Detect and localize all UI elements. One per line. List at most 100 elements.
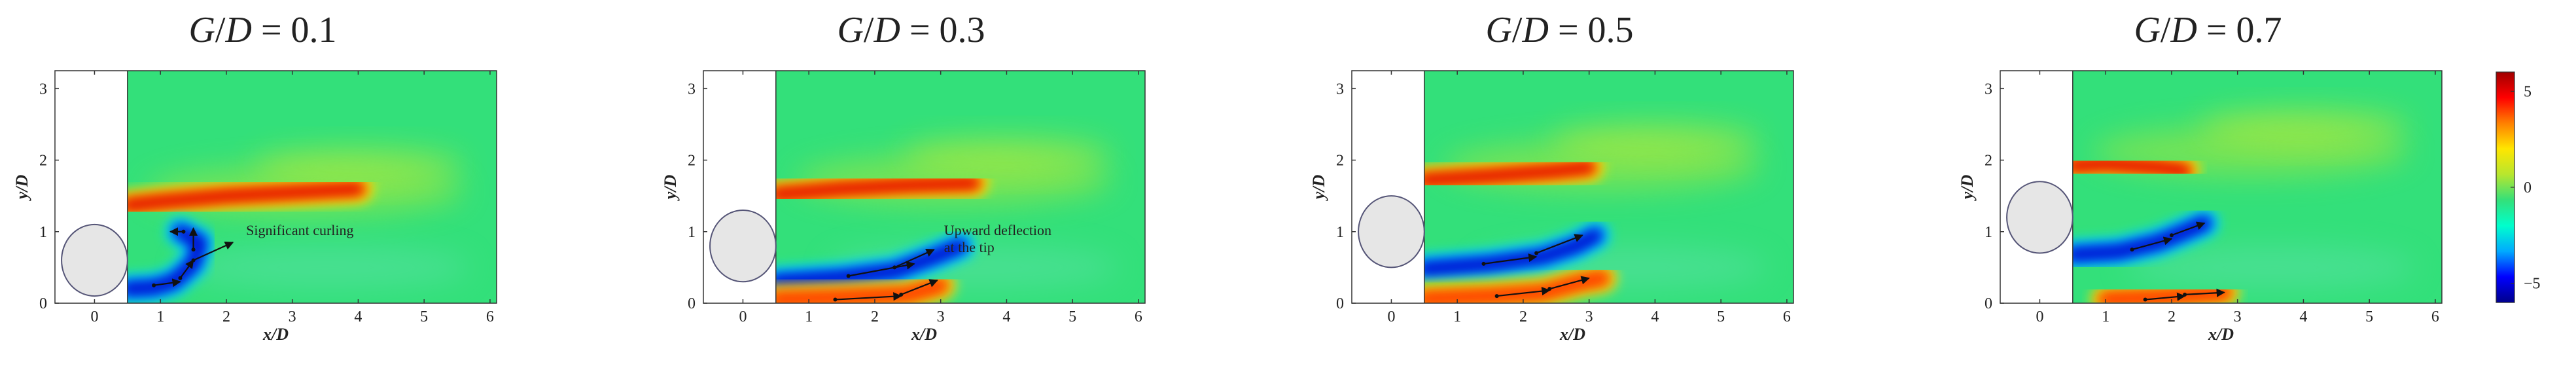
arrow-dot bbox=[2169, 233, 2174, 238]
x-tick-label: 5 bbox=[420, 308, 428, 325]
x-axis-label: x/D bbox=[1559, 325, 1585, 344]
y-tick-label: 0 bbox=[39, 295, 47, 312]
positive-vorticity-band bbox=[2057, 149, 2200, 186]
wake-patch bbox=[180, 246, 470, 289]
panel-title: G/D = 0.3 bbox=[837, 10, 985, 50]
y-axis-label: y/D bbox=[661, 175, 680, 202]
arrow bbox=[1483, 253, 1538, 265]
y-tick-label: 3 bbox=[688, 81, 696, 98]
y-tick-label: 1 bbox=[39, 224, 47, 241]
x-tick-label: 6 bbox=[1135, 308, 1142, 325]
annotation: Upward deflection at the tip bbox=[944, 222, 1051, 255]
colorbar-tick-label: 5 bbox=[2524, 83, 2532, 100]
colorbar: 5 0 −5 bbox=[2496, 71, 2541, 303]
x-tick-label: 0 bbox=[90, 308, 98, 325]
y-tick-label: 2 bbox=[1985, 153, 1992, 170]
y-tick-label: 2 bbox=[39, 153, 47, 170]
x-tick-label: 4 bbox=[2299, 308, 2307, 325]
wake-patch bbox=[901, 137, 1112, 174]
arrow-dot bbox=[2183, 292, 2187, 297]
positive-vorticity-band bbox=[760, 168, 989, 210]
x-tick-label: 3 bbox=[1585, 308, 1593, 325]
arrow-dot bbox=[1547, 287, 1552, 291]
cylinder bbox=[61, 223, 128, 297]
x-tick-label: 2 bbox=[1519, 308, 1527, 325]
cylinder bbox=[1358, 195, 1425, 268]
x-tick-label: 4 bbox=[1002, 308, 1010, 325]
vortex-arrows bbox=[1481, 234, 1590, 299]
arrow bbox=[1549, 276, 1590, 290]
cylinder bbox=[709, 210, 777, 283]
x-tick-label: 5 bbox=[1717, 308, 1725, 325]
y-tick-label: 0 bbox=[1985, 295, 1992, 312]
panel-title: G/D = 0.5 bbox=[1485, 10, 1633, 50]
axes-frame bbox=[1351, 70, 1794, 304]
arrow-dot bbox=[1494, 294, 1499, 299]
masked-region bbox=[1352, 71, 1424, 303]
y-tick-label: 2 bbox=[688, 153, 696, 170]
x-axis-label: x/D bbox=[262, 325, 289, 344]
wake-patch bbox=[1549, 122, 1761, 159]
arrow bbox=[848, 261, 915, 277]
negative-vorticity-band bbox=[1409, 220, 1611, 284]
arrow bbox=[193, 242, 234, 261]
x-tick-label: 2 bbox=[222, 308, 230, 325]
arrow-dot bbox=[2143, 297, 2147, 302]
y-tick-label: 3 bbox=[39, 81, 47, 98]
y-axis-label: y/D bbox=[12, 175, 31, 202]
x-tick-label: 1 bbox=[805, 308, 813, 325]
positive-vorticity-band bbox=[112, 174, 374, 221]
arrow bbox=[2171, 221, 2206, 236]
wake-patch bbox=[2198, 108, 2409, 145]
y-tick-label: 3 bbox=[1985, 81, 1992, 98]
x-tick-label: 5 bbox=[2365, 308, 2373, 325]
arrow bbox=[2132, 236, 2173, 251]
arrow-dot bbox=[181, 229, 186, 234]
x-tick-label: 5 bbox=[1068, 308, 1076, 325]
arrow-dot bbox=[892, 265, 897, 270]
panel-title: G/D = 0.1 bbox=[188, 10, 336, 50]
x-tick-label: 2 bbox=[871, 308, 879, 325]
arrow bbox=[894, 248, 935, 268]
arrow bbox=[2145, 292, 2186, 301]
vorticity-field bbox=[2000, 71, 2442, 303]
arrow bbox=[900, 279, 938, 295]
arrow bbox=[179, 259, 194, 279]
x-axis-label: x/D bbox=[2208, 325, 2234, 344]
x-tick-label: 4 bbox=[354, 308, 362, 325]
wake-patch bbox=[253, 147, 464, 184]
y-tick-label: 0 bbox=[1336, 295, 1344, 312]
x-tick-label: 6 bbox=[1783, 308, 1791, 325]
y-axis-label: y/D bbox=[1309, 175, 1328, 202]
x-tick-label: 1 bbox=[2102, 308, 2109, 325]
x-tick-label: 4 bbox=[1651, 308, 1659, 325]
y-tick-label: 1 bbox=[1336, 224, 1344, 241]
x-tick-label: 1 bbox=[1453, 308, 1461, 325]
x-tick-label: 0 bbox=[1387, 308, 1395, 325]
x-tick-label: 6 bbox=[486, 308, 494, 325]
vortex-arrows bbox=[152, 227, 234, 287]
arrow bbox=[835, 292, 902, 301]
panel-title: G/D = 0.7 bbox=[2134, 10, 2282, 50]
axes-frame bbox=[703, 70, 1146, 304]
x-tick-label: 1 bbox=[156, 308, 164, 325]
arrow-dot bbox=[899, 292, 904, 297]
axes-frame bbox=[54, 70, 497, 304]
x-tick-label: 3 bbox=[937, 308, 945, 325]
positive-vorticity-band bbox=[760, 270, 956, 303]
arrow-dot bbox=[1534, 251, 1539, 255]
x-tick-label: 3 bbox=[289, 308, 296, 325]
arrow bbox=[153, 278, 181, 287]
y-tick-label: 3 bbox=[1336, 81, 1344, 98]
arrow-dot bbox=[191, 248, 196, 252]
y-tick-label: 1 bbox=[1985, 224, 1992, 241]
vorticity-field bbox=[1352, 71, 1793, 303]
x-tick-label: 3 bbox=[2234, 308, 2242, 325]
wake-patch bbox=[2125, 246, 2416, 289]
colorbar-tick-label: −5 bbox=[2524, 276, 2541, 293]
